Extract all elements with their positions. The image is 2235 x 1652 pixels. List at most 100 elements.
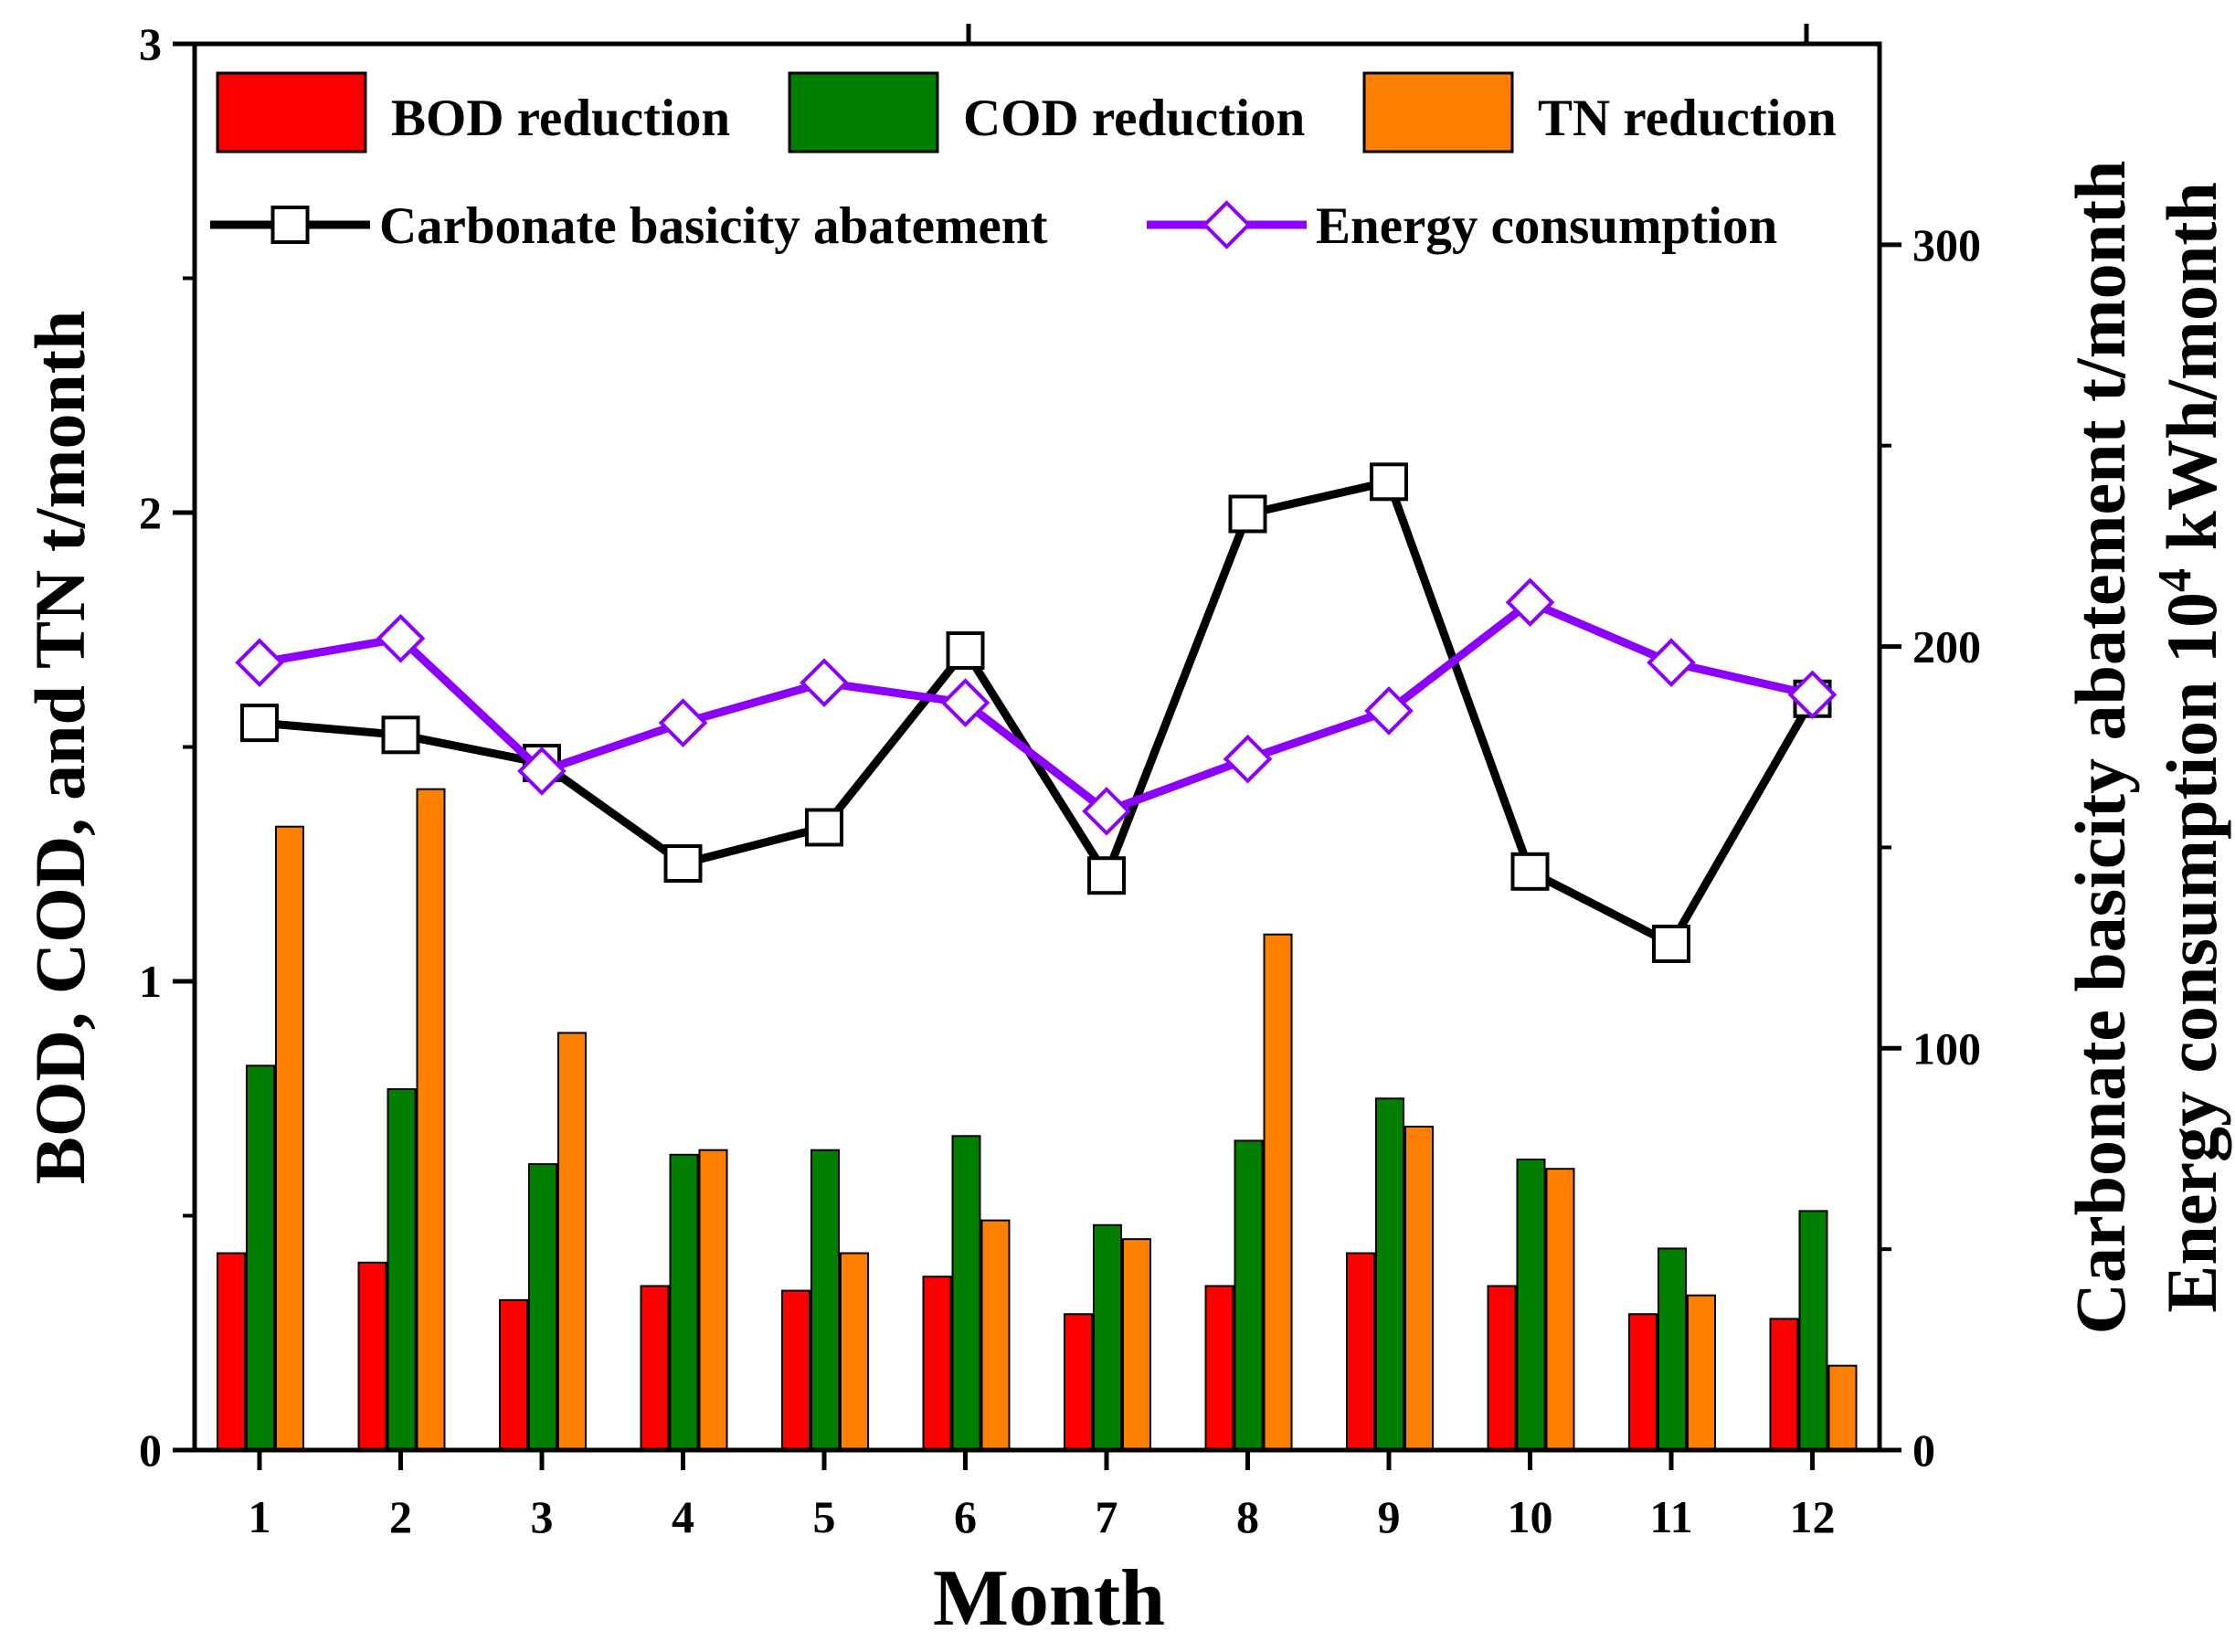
bar-tn-reduction-m10 bbox=[1545, 1168, 1575, 1451]
marker-carbonate-basicity-abatement-m5 bbox=[805, 808, 843, 847]
bar-tn-reduction-m9 bbox=[1404, 1126, 1434, 1452]
marker-energy-consumption-m5 bbox=[800, 658, 849, 707]
legend-label-bod-reduction: BOD reduction bbox=[391, 90, 730, 147]
legend-label-cod-reduction: COD reduction bbox=[963, 90, 1305, 147]
marker-energy-consumption-m4 bbox=[658, 698, 708, 747]
right-axis-title-carbonate: Carbonate basicity abatement t/month bbox=[2060, 161, 2140, 1335]
x-tick-label-1: 1 bbox=[249, 1491, 271, 1542]
bar-cod-reduction-m9 bbox=[1375, 1097, 1404, 1451]
energy-title-prefix: Energy consumption 10 bbox=[2152, 592, 2231, 1313]
bar-bod-reduction-m2 bbox=[357, 1261, 387, 1452]
x-tick-label-12: 12 bbox=[1790, 1491, 1836, 1542]
right-tick-label-0: 0 bbox=[1912, 1424, 1935, 1476]
legend-label-energy-consumption: Energy consumption bbox=[1316, 197, 1777, 255]
x-tick-label-3: 3 bbox=[531, 1491, 554, 1542]
marker-carbonate-basicity-abatement-m8 bbox=[1228, 494, 1267, 534]
bar-bod-reduction-m12 bbox=[1769, 1318, 1799, 1451]
bar-cod-reduction-m1 bbox=[246, 1064, 275, 1451]
bar-cod-reduction-m5 bbox=[810, 1149, 840, 1452]
marker-energy-consumption-m10 bbox=[1505, 577, 1555, 628]
marker-carbonate-basicity-abatement-m11 bbox=[1652, 924, 1690, 963]
bar-cod-reduction-m2 bbox=[387, 1087, 417, 1451]
energy-title-suffix: kWh/month bbox=[2152, 182, 2231, 568]
x-tick-label-8: 8 bbox=[1236, 1491, 1259, 1542]
bar-bod-reduction-m5 bbox=[781, 1289, 810, 1451]
x-tick-label-11: 11 bbox=[1649, 1491, 1692, 1542]
line-carbonate-basicity-abatement bbox=[259, 477, 1817, 948]
bar-tn-reduction-m5 bbox=[840, 1252, 869, 1452]
x-tick-label-10: 10 bbox=[1508, 1491, 1553, 1542]
bar-cod-reduction-m7 bbox=[1093, 1223, 1122, 1452]
bar-bod-reduction-m11 bbox=[1628, 1313, 1658, 1451]
left-tick-label-3: 3 bbox=[139, 18, 162, 69]
marker-energy-consumption-m1 bbox=[235, 638, 284, 687]
marker-carbonate-basicity-abatement-m4 bbox=[663, 844, 703, 884]
legend-swatch-bod-reduction bbox=[216, 71, 367, 154]
marker-carbonate-basicity-abatement-m1 bbox=[240, 704, 279, 743]
bar-tn-reduction-m4 bbox=[698, 1149, 728, 1452]
marker-carbonate-basicity-abatement-m10 bbox=[1510, 852, 1550, 891]
legend-swatch-cod-reduction bbox=[788, 71, 939, 154]
bar-cod-reduction-m10 bbox=[1516, 1158, 1546, 1451]
bar-bod-reduction-m4 bbox=[640, 1285, 670, 1451]
legend: BOD reduction COD reduction TN reduction Ca… bbox=[210, 71, 1837, 255]
legend-label-tn-reduction: TN reduction bbox=[1538, 90, 1837, 147]
marker-carbonate-basicity-abatement-m2 bbox=[381, 715, 420, 755]
bar-tn-reduction-m1 bbox=[275, 825, 304, 1451]
marker-energy-consumption-m7 bbox=[1082, 787, 1131, 836]
x-tick-label-6: 6 bbox=[954, 1491, 977, 1542]
bar-cod-reduction-m8 bbox=[1234, 1139, 1264, 1452]
bar-bod-reduction-m9 bbox=[1346, 1252, 1375, 1452]
bar-bod-reduction-m3 bbox=[499, 1298, 528, 1451]
x-axis-title: Month bbox=[933, 1554, 1165, 1643]
bar-bod-reduction-m7 bbox=[1064, 1313, 1093, 1451]
lines-layer bbox=[235, 462, 1838, 963]
left-tick-label-2: 2 bbox=[139, 487, 162, 538]
legend-marker-energy-consumption bbox=[1202, 200, 1252, 249]
marker-energy-consumption-m8 bbox=[1223, 734, 1273, 784]
bar-tn-reduction-m3 bbox=[557, 1032, 587, 1452]
line-energy-consumption bbox=[259, 598, 1814, 816]
bar-cod-reduction-m12 bbox=[1798, 1210, 1828, 1451]
x-tick-label-2: 2 bbox=[389, 1491, 412, 1542]
right-tick-label-300: 300 bbox=[1912, 219, 1981, 270]
right-axis-title-energy: Energy consumption 104 kWh/month bbox=[2149, 182, 2231, 1312]
marker-carbonate-basicity-abatement-m7 bbox=[1087, 856, 1126, 895]
x-tick-label-7: 7 bbox=[1096, 1491, 1118, 1542]
bar-tn-reduction-m6 bbox=[980, 1219, 1011, 1451]
left-axis-title: BOD, COD, and TN t/month bbox=[20, 311, 100, 1184]
x-tick-label-4: 4 bbox=[672, 1491, 694, 1542]
bar-tn-reduction-m2 bbox=[416, 788, 446, 1451]
left-tick-label-0: 0 bbox=[139, 1424, 162, 1476]
bar-tn-reduction-m12 bbox=[1827, 1364, 1858, 1452]
legend-marker-carbonate-basicity-abatement bbox=[270, 206, 310, 244]
right-tick-label-200: 200 bbox=[1912, 621, 1981, 672]
marker-energy-consumption-m3 bbox=[517, 747, 567, 796]
legend-swatch-tn-reduction bbox=[1362, 71, 1514, 154]
marker-energy-consumption-m12 bbox=[1787, 670, 1838, 720]
bar-bod-reduction-m6 bbox=[922, 1276, 952, 1451]
marker-energy-consumption-m9 bbox=[1364, 686, 1414, 736]
marker-carbonate-basicity-abatement-m6 bbox=[946, 630, 985, 670]
legend-label-carbonate-basicity-abatement: Carbonate basicity abatement bbox=[379, 197, 1047, 255]
marker-energy-consumption-m6 bbox=[940, 678, 990, 727]
x-tick-label-9: 9 bbox=[1378, 1491, 1401, 1542]
marker-energy-consumption-m11 bbox=[1647, 638, 1696, 687]
bar-bod-reduction-m1 bbox=[217, 1252, 246, 1452]
bar-cod-reduction-m11 bbox=[1658, 1247, 1687, 1452]
bar-cod-reduction-m3 bbox=[528, 1163, 557, 1451]
bar-tn-reduction-m8 bbox=[1263, 933, 1293, 1451]
right-tick-label-100: 100 bbox=[1912, 1022, 1981, 1074]
bar-cod-reduction-m6 bbox=[951, 1135, 981, 1452]
bar-cod-reduction-m4 bbox=[669, 1153, 699, 1452]
bar-bod-reduction-m10 bbox=[1487, 1285, 1517, 1451]
bars-layer bbox=[217, 788, 1858, 1452]
energy-title-superscript: 4 bbox=[2149, 568, 2201, 592]
bar-bod-reduction-m8 bbox=[1204, 1285, 1234, 1451]
marker-energy-consumption-m2 bbox=[376, 613, 426, 663]
bar-tn-reduction-m7 bbox=[1122, 1238, 1151, 1452]
left-tick-label-1: 1 bbox=[139, 956, 162, 1007]
bar-tn-reduction-m11 bbox=[1687, 1294, 1716, 1451]
